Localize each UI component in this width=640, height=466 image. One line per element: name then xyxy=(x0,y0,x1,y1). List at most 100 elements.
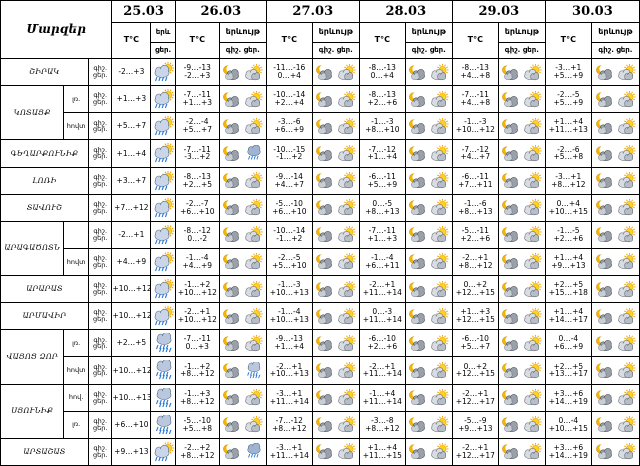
night-temp: -1…-4 xyxy=(278,307,301,317)
sun-cloud-icon xyxy=(338,361,356,379)
sun-cloud-icon xyxy=(338,117,356,134)
night-temp: -7…-11 xyxy=(368,225,396,235)
night-temp: -10…-15 xyxy=(273,144,306,154)
temp-cell: +1…+4 xyxy=(111,139,152,168)
night-temp: -9…-13 xyxy=(183,63,211,73)
weather-icon-cell xyxy=(311,112,360,141)
night-day-label: գիշ. ցեր. xyxy=(87,247,113,277)
temp-cell: +10…+12 xyxy=(111,356,152,385)
moon-cloud-icon xyxy=(595,336,612,351)
sun-cloud-icon xyxy=(618,389,636,406)
night-temp: -2…+1 xyxy=(369,280,396,290)
moon-cloud-icon xyxy=(409,308,426,324)
moon-cloud-icon xyxy=(595,119,612,134)
day-temp: +11…+14 xyxy=(362,369,402,379)
day-label: ցեր. xyxy=(92,315,108,324)
weather-icon-cell xyxy=(590,302,640,331)
night-label: գիշ. xyxy=(93,64,108,73)
weather-icon-cell xyxy=(497,166,546,195)
weather-header: երևույթ xyxy=(404,22,453,43)
moon-cloud-icon xyxy=(223,363,240,378)
weather-header: երևույթ xyxy=(218,22,267,43)
sun-cloud-rain-icon xyxy=(154,62,175,82)
cloud-rain-icon xyxy=(247,144,261,160)
day-label: ցեր. xyxy=(92,179,108,188)
temp-cell: -1…-4 +10…+13 xyxy=(265,302,313,331)
day-temp: +13…+17 xyxy=(548,369,588,379)
day-label: ցեր. xyxy=(92,98,108,107)
sun-cloud-icon xyxy=(524,90,542,107)
date-header: 30.03 xyxy=(544,0,640,23)
region-name: ԱՐԱՐԱՏ xyxy=(0,274,89,304)
weather-icon-cell xyxy=(150,193,176,222)
weather-icon-cell xyxy=(311,85,360,114)
night-temp: 0…-5 xyxy=(372,198,393,208)
weather-icon-cell xyxy=(311,302,360,331)
moon-cloud-icon xyxy=(595,200,612,216)
moon-cloud-icon xyxy=(316,146,333,161)
night-label: գիշ. xyxy=(93,416,108,425)
temp-cell: -2…-4 +5…+7 xyxy=(174,112,220,141)
sun-cloud-icon xyxy=(245,172,263,189)
moon-cloud-icon xyxy=(316,64,333,80)
region-name: ԼՈՌԻ xyxy=(0,166,89,195)
sun-cloud-icon xyxy=(245,90,263,107)
temp-cell: 0…+2 +12…+15 xyxy=(451,356,499,385)
temp-cell: +10…+12 xyxy=(111,274,152,304)
weather-icon-cell xyxy=(218,166,267,195)
weather-icon-cell xyxy=(150,247,176,277)
moon-cloud-icon xyxy=(502,64,519,80)
weather-icon-cell xyxy=(497,139,546,168)
temp-cell: 0…+2 +12…+15 xyxy=(451,274,499,304)
temp-cell: -5…-11 +2…+6 xyxy=(451,220,499,249)
cloud-rain-icon xyxy=(247,443,261,458)
weather-icon-cell xyxy=(590,329,640,358)
temp-cell: -1…+2 +8…+12 xyxy=(174,356,220,385)
weather-icon-cell xyxy=(497,383,546,412)
day-temp: +11…+14 xyxy=(269,396,309,406)
weather-icon-cell xyxy=(218,85,267,114)
moon-cloud-icon xyxy=(502,227,519,243)
moon-cloud-icon xyxy=(502,444,519,460)
moon-cloud-icon xyxy=(223,91,240,107)
moon-cloud-icon xyxy=(409,227,426,243)
moon-cloud-icon xyxy=(502,390,519,406)
region-name: ԱՐՄԱՎԻՐ xyxy=(0,302,89,331)
temp-cell: -9…-13 -2…+3 xyxy=(174,57,220,87)
weather-icon-cell xyxy=(218,57,267,87)
day-temp: +1…+3 xyxy=(367,233,398,243)
sun-cloud-icon xyxy=(618,172,636,189)
night-temp: -9…-13 xyxy=(275,334,303,344)
night-temp: -2…+2 xyxy=(184,443,211,452)
night-temp: -1…-4 xyxy=(371,253,394,263)
sun-cloud-rain-icon xyxy=(154,197,175,217)
date-header: 25.03 xyxy=(111,0,176,23)
temp-cell: -1…-4 +4…+9 xyxy=(174,247,220,277)
weather-icon-cell xyxy=(404,383,453,412)
sun-cloud-icon xyxy=(245,253,263,270)
moon-cloud-icon xyxy=(223,308,240,324)
day-temp: +8…+10 xyxy=(365,125,400,135)
moon-cloud-icon xyxy=(502,91,519,107)
night-temp: -5…-10 xyxy=(183,415,211,425)
night-temp: -3…-8 xyxy=(371,415,394,425)
day-temp: +6…+11 xyxy=(365,260,400,270)
night-day-label: գիշ. ցեր. xyxy=(87,329,113,358)
day-label: ցեր. xyxy=(92,423,108,432)
night-temp: -2…-6 xyxy=(557,144,580,154)
night-temp: -7…-12 xyxy=(461,144,489,154)
weather-icon-cell xyxy=(218,302,267,331)
temp-cell: +1…+3 +12…+15 xyxy=(451,302,499,331)
sun-cloud-icon xyxy=(524,172,542,189)
sun-cloud-icon xyxy=(524,416,542,433)
moon-cloud-icon xyxy=(502,308,519,324)
weather-icon-cell xyxy=(497,329,546,358)
night-temp: -9…-14 xyxy=(275,171,303,181)
day-temp: +5…+9 xyxy=(553,98,584,108)
temp-cell: +10…+12 xyxy=(111,302,152,331)
day-temp: +8…+12 xyxy=(458,260,493,270)
table-row: ԳԵՂԱՐՔՈՒՆԻՔ գիշ. ցեր. +1…+4 -7…-11 -3…+2 -10…-… xyxy=(0,139,640,168)
moon-cloud-icon xyxy=(316,390,333,406)
day-temp: +6…+10 xyxy=(180,206,215,216)
temp-cell: -5…-10 +6…+10 xyxy=(265,193,313,222)
